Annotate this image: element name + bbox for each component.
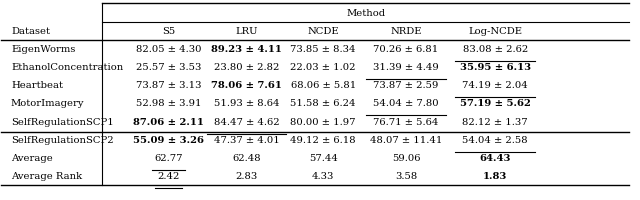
- Text: 76.71 ± 5.64: 76.71 ± 5.64: [373, 118, 438, 127]
- Text: Dataset: Dataset: [11, 27, 50, 36]
- Text: EigenWorms: EigenWorms: [11, 45, 76, 54]
- Text: 54.04 ± 7.80: 54.04 ± 7.80: [373, 99, 439, 108]
- Text: 2.83: 2.83: [236, 172, 258, 181]
- Text: 83.08 ± 2.62: 83.08 ± 2.62: [463, 45, 528, 54]
- Text: S5: S5: [162, 27, 175, 36]
- Text: 82.12 ± 1.37: 82.12 ± 1.37: [463, 118, 528, 127]
- Text: 52.98 ± 3.91: 52.98 ± 3.91: [136, 99, 201, 108]
- Text: Average Rank: Average Rank: [11, 172, 82, 181]
- Text: 62.48: 62.48: [232, 154, 261, 163]
- Text: 70.26 ± 6.81: 70.26 ± 6.81: [373, 45, 438, 54]
- Text: 57.44: 57.44: [308, 154, 338, 163]
- Text: 73.85 ± 8.34: 73.85 ± 8.34: [291, 45, 356, 54]
- Text: NRDE: NRDE: [390, 27, 422, 36]
- Text: 49.12 ± 6.18: 49.12 ± 6.18: [291, 136, 356, 145]
- Text: 74.19 ± 2.04: 74.19 ± 2.04: [462, 81, 528, 90]
- Text: Average: Average: [11, 154, 52, 163]
- Text: 1.83: 1.83: [483, 172, 508, 181]
- Text: 68.06 ± 5.81: 68.06 ± 5.81: [291, 81, 356, 90]
- Text: 64.43: 64.43: [479, 154, 511, 163]
- Text: 4.33: 4.33: [312, 172, 334, 181]
- Text: 25.57 ± 3.53: 25.57 ± 3.53: [136, 63, 201, 72]
- Text: SelfRegulationSCP1: SelfRegulationSCP1: [11, 118, 114, 127]
- Text: 51.58 ± 6.24: 51.58 ± 6.24: [291, 99, 356, 108]
- Text: 73.87 ± 3.13: 73.87 ± 3.13: [136, 81, 201, 90]
- Text: 47.37 ± 4.01: 47.37 ± 4.01: [214, 136, 280, 145]
- Text: 73.87 ± 2.59: 73.87 ± 2.59: [373, 81, 438, 90]
- Text: 2.42: 2.42: [157, 172, 180, 181]
- Text: SelfRegulationSCP2: SelfRegulationSCP2: [11, 136, 113, 145]
- Text: LRU: LRU: [236, 27, 258, 36]
- Text: 80.00 ± 1.97: 80.00 ± 1.97: [291, 118, 356, 127]
- Text: 82.05 ± 4.30: 82.05 ± 4.30: [136, 45, 201, 54]
- Text: 57.19 ± 5.62: 57.19 ± 5.62: [460, 99, 531, 108]
- Text: NCDE: NCDE: [307, 27, 339, 36]
- Text: 84.47 ± 4.62: 84.47 ± 4.62: [214, 118, 280, 127]
- Text: 78.06 ± 7.61: 78.06 ± 7.61: [211, 81, 282, 90]
- Text: 23.80 ± 2.82: 23.80 ± 2.82: [214, 63, 280, 72]
- Text: MotorImagery: MotorImagery: [11, 99, 84, 108]
- Text: Log-NCDE: Log-NCDE: [468, 27, 522, 36]
- Text: 35.95 ± 6.13: 35.95 ± 6.13: [460, 63, 531, 72]
- Text: 22.03 ± 1.02: 22.03 ± 1.02: [291, 63, 356, 72]
- Text: 89.23 ± 4.11: 89.23 ± 4.11: [211, 45, 282, 54]
- Text: 59.06: 59.06: [392, 154, 420, 163]
- Text: 54.04 ± 2.58: 54.04 ± 2.58: [463, 136, 528, 145]
- Text: Method: Method: [346, 9, 385, 18]
- Text: 31.39 ± 4.49: 31.39 ± 4.49: [373, 63, 439, 72]
- Text: 3.58: 3.58: [395, 172, 417, 181]
- Text: 87.06 ± 2.11: 87.06 ± 2.11: [133, 118, 204, 127]
- Text: 62.77: 62.77: [154, 154, 182, 163]
- Text: EthanolConcentration: EthanolConcentration: [11, 63, 123, 72]
- Text: 51.93 ± 8.64: 51.93 ± 8.64: [214, 99, 280, 108]
- Text: Heartbeat: Heartbeat: [11, 81, 63, 90]
- Text: 55.09 ± 3.26: 55.09 ± 3.26: [133, 136, 204, 145]
- Text: 48.07 ± 11.41: 48.07 ± 11.41: [370, 136, 442, 145]
